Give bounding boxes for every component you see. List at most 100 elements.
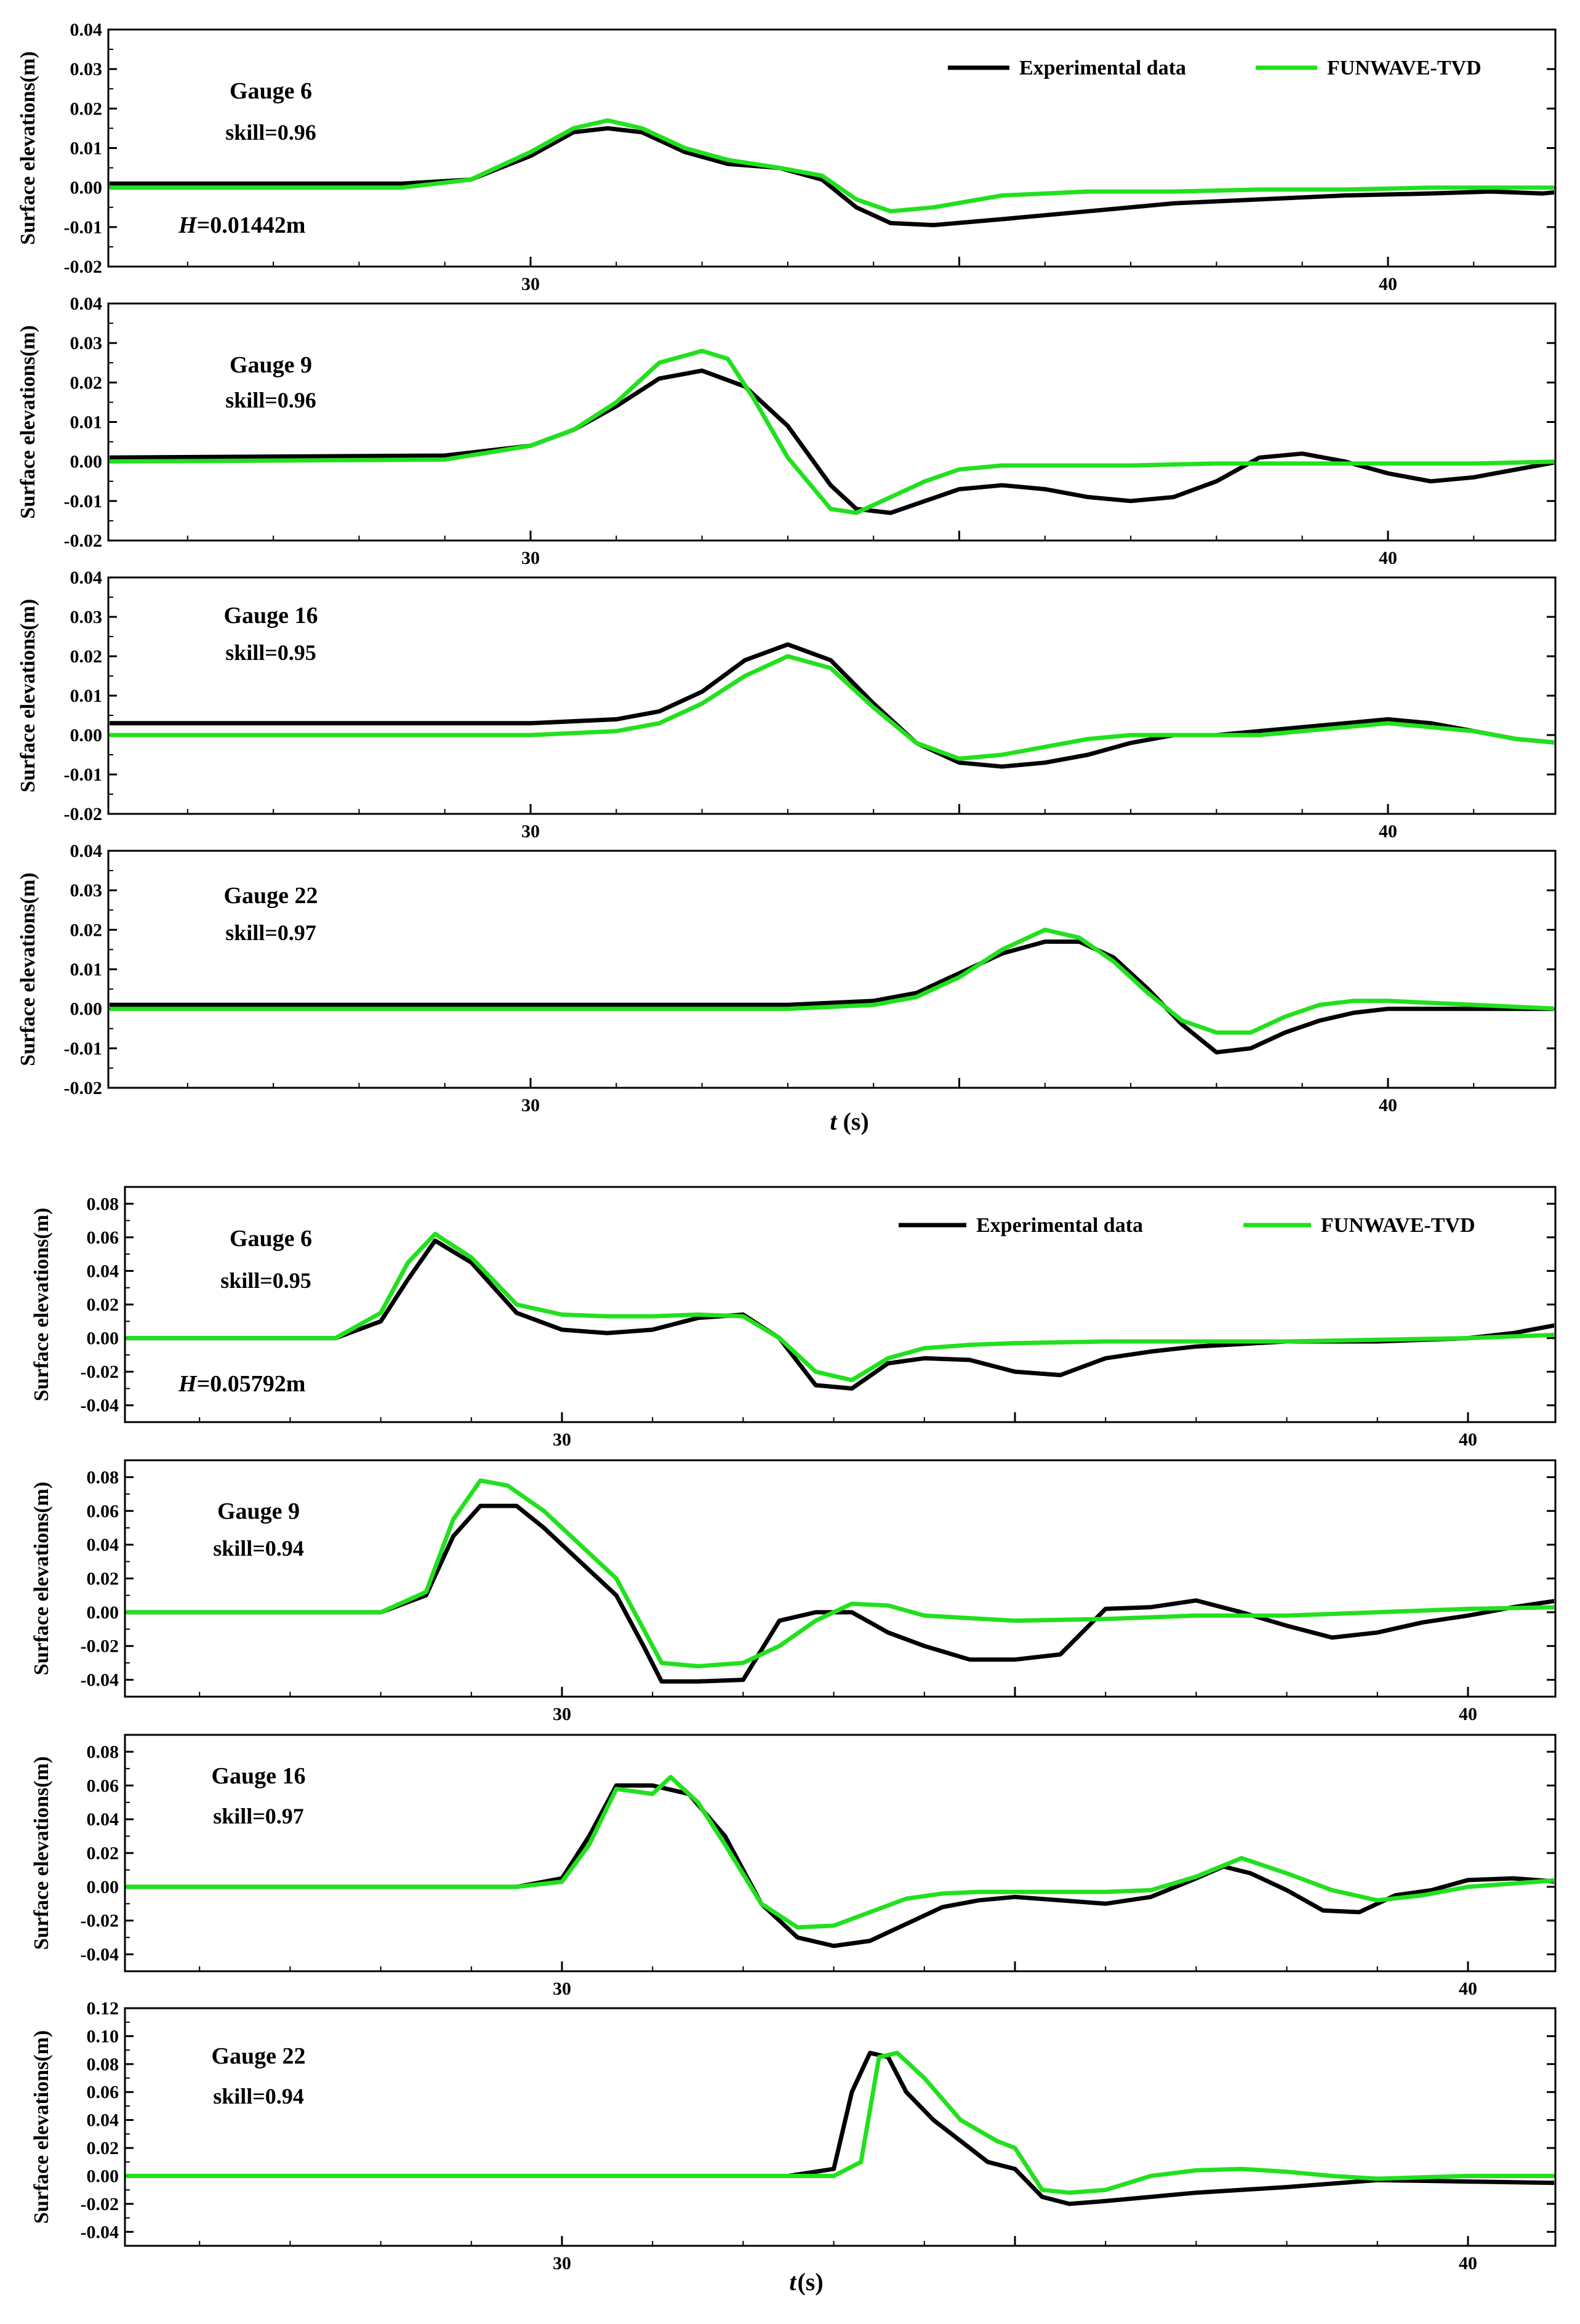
y-tick-label: -0.02	[64, 804, 103, 824]
x-tick-label: 40	[1379, 274, 1397, 294]
y-tick-label: 0.02	[87, 1843, 119, 1864]
skill-label: skill=0.95	[220, 1268, 311, 1293]
y-tick-label: -0.01	[64, 1039, 103, 1059]
y-tick-label: -0.01	[64, 217, 103, 238]
skill-label: skill=0.97	[225, 920, 316, 945]
y-tick-label: 0.04	[87, 2110, 119, 2131]
x-tick-label: 40	[1459, 1704, 1477, 1724]
y-tick-label: 0.08	[87, 1194, 119, 1214]
gauge-label: Gauge 9	[217, 1498, 300, 1524]
y-axis-title: Surface elevations(m)	[17, 872, 39, 1066]
skill-label: skill=0.96	[225, 388, 316, 412]
y-tick-label: 0.03	[70, 880, 103, 901]
skill-label: skill=0.96	[225, 120, 316, 145]
chart-panel-3: -0.02 -0.01 0.00 0.01 0.02 0.03 0.04 30 40 Surfac…	[17, 568, 1557, 842]
series-line-funwave	[126, 1231, 1554, 1383]
series-line-experimental	[110, 126, 1554, 228]
series-line-experimental	[126, 1503, 1554, 1684]
y-tick-label: 0.00	[87, 2166, 119, 2186]
gauge-label: Gauge 9	[230, 352, 312, 378]
x-tick-label: 30	[553, 1979, 571, 1999]
y-tick-label: 0.00	[87, 1877, 119, 1897]
gauge-label: Gauge 6	[230, 78, 312, 104]
y-tick-label: 0.06	[87, 1228, 119, 1248]
y-axis-title: Surface elevations(m)	[30, 2030, 53, 2224]
legend: Experimental data FUNWAVE-TVD	[948, 57, 1482, 79]
y-tick-label: 0.04	[87, 1261, 119, 1281]
series-line-experimental	[110, 642, 1554, 769]
x-axis-title: t(s)	[789, 2268, 823, 2296]
x-tick-label: 30	[521, 274, 540, 294]
gauge-label: Gauge 22	[211, 2043, 305, 2069]
skill-label: skill=0.95	[225, 640, 316, 665]
wave-height-value: =0.05792m	[197, 1371, 306, 1397]
x-tick-label: 30	[521, 1095, 540, 1116]
y-tick-label: -0.02	[81, 1911, 119, 1931]
y-tick-label: 0.10	[87, 2026, 119, 2046]
y-tick-label: 0.03	[70, 607, 103, 627]
gauge-label: Gauge 16	[223, 603, 318, 629]
plot-frame	[124, 1734, 1557, 1972]
series-line-funwave	[126, 1775, 1554, 1930]
y-tick-label: 0.03	[70, 333, 103, 353]
skill-label: skill=0.94	[213, 2084, 304, 2109]
y-tick-label: 0.02	[87, 1569, 119, 1589]
x-tick-label: 30	[521, 548, 540, 568]
x-tick-label: 40	[1379, 548, 1397, 568]
y-tick-label: 0.08	[87, 2054, 119, 2075]
plot-frame	[107, 302, 1557, 542]
skill-label: skill=0.97	[213, 1804, 304, 1828]
y-tick-label: 0.01	[70, 139, 103, 159]
x-tick-label: 30	[553, 1704, 571, 1724]
y-axis-title: Surface elevations(m)	[30, 1482, 53, 1675]
legend-label-funwave: FUNWAVE-TVD	[1327, 57, 1482, 79]
y-tick-label: 0.00	[70, 999, 103, 1019]
plot-frame	[107, 850, 1557, 1089]
x-tick-label: 30	[553, 2253, 571, 2274]
x-tick-label: 40	[1379, 1095, 1397, 1116]
x-tick-label: 40	[1459, 1979, 1477, 1999]
x-axis-unit: (s)	[797, 2268, 823, 2296]
series-line-funwave	[110, 654, 1554, 761]
y-tick-label: 0.04	[70, 294, 103, 314]
y-tick-label: 0.04	[87, 1809, 119, 1830]
y-tick-label: 0.02	[70, 99, 103, 119]
y-tick-label: 0.12	[87, 1998, 119, 2019]
y-tick-label: -0.04	[81, 2222, 119, 2242]
y-tick-label: -0.04	[81, 1670, 119, 1691]
chart-panel-1: -0.02 -0.01 0.00 0.01 0.02 0.03 0.04 30 40 Surfac…	[17, 20, 1557, 294]
y-tick-label: -0.04	[81, 1945, 119, 1965]
chart-panel-7: -0.04 -0.02 0.00 0.02 0.04 0.06 0.08 30 40 Surfac…	[30, 1734, 1557, 1999]
y-axis-title: Surface elevations(m)	[30, 1208, 53, 1401]
y-tick-label: 0.04	[70, 568, 103, 588]
y-tick-label: -0.04	[81, 1396, 119, 1416]
y-tick-label: 0.00	[87, 1602, 119, 1623]
y-tick-label: 0.02	[70, 646, 103, 667]
x-axis-symbol: t	[830, 1108, 838, 1135]
plot-frame	[124, 1459, 1557, 1698]
y-tick-label: 0.06	[87, 2082, 119, 2102]
y-tick-label: -0.02	[64, 257, 103, 277]
y-tick-label: 0.08	[87, 1467, 119, 1487]
chart-panel-8: -0.04 -0.02 0.00 0.02 0.04 0.06 0.08 0.10 0.12 30…	[30, 1998, 1557, 2296]
wave-height-value: =0.01442m	[197, 212, 306, 238]
x-axis-unit: (s)	[843, 1108, 868, 1135]
y-tick-label: -0.02	[64, 1078, 103, 1098]
y-tick-label: -0.01	[64, 765, 103, 785]
y-tick-label: 0.06	[87, 1501, 119, 1521]
y-axis-title: Surface elevations(m)	[17, 51, 39, 244]
y-tick-label: 0.03	[70, 59, 103, 79]
chart-panel-6: -0.04 -0.02 0.00 0.02 0.04 0.06 0.08 30 40 Surfac…	[30, 1459, 1557, 1724]
legend-label-funwave: FUNWAVE-TVD	[1321, 1214, 1475, 1237]
x-axis-title: t(s)	[830, 1108, 868, 1135]
y-tick-label: 0.02	[70, 920, 103, 940]
series-line-funwave	[110, 118, 1554, 214]
plot-frame	[107, 576, 1557, 815]
y-tick-label: -0.02	[81, 1636, 119, 1657]
series-line-funwave	[110, 927, 1554, 1035]
y-tick-label: 0.04	[87, 1535, 119, 1555]
plot-frame	[124, 1186, 1557, 1423]
y-tick-label: 0.01	[70, 412, 103, 433]
y-tick-label: 0.04	[70, 20, 103, 40]
